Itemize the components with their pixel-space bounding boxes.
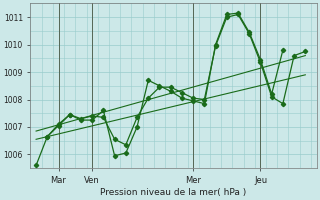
X-axis label: Pression niveau de la mer( hPa ): Pression niveau de la mer( hPa ) [100, 188, 247, 197]
